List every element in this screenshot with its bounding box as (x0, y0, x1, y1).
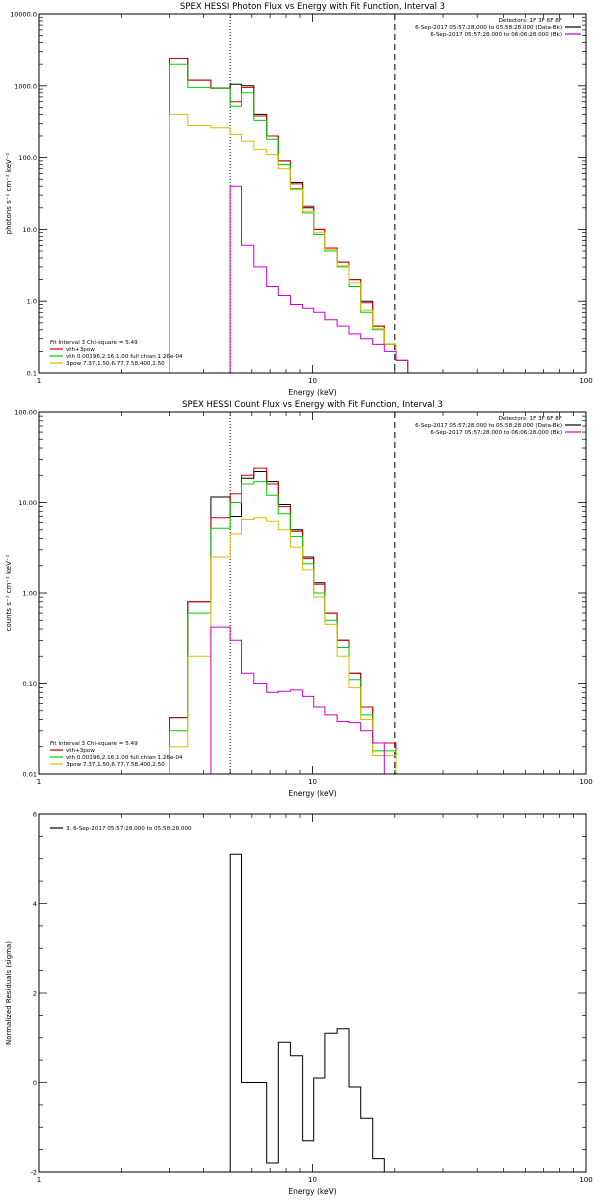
x-tick-label: 10 (308, 1176, 317, 1184)
x-axis-label: Energy (keV) (288, 388, 336, 397)
legend-top-entry: 6-Sep-2017 05:57:28.000 to 06:06:28.000 … (430, 32, 562, 38)
series-line-5 (169, 626, 408, 774)
chart-panel-3: 1 10 100 -2 0 2 4 6 Energy (keV) Normalized Resid… (5, 811, 593, 1197)
legend-bottom-entry: 3pow 7.37,1.50,6.77,7.58,400,2.50 (66, 762, 165, 768)
plot-frame (38, 813, 587, 1173)
series-group (169, 58, 409, 373)
series-line-1 (169, 58, 409, 373)
series-line-4 (169, 517, 408, 774)
legend-top-entry: 6-Sep-2017 05:57:28.000 to 06:06:28.000 … (430, 430, 562, 436)
y-tick-label: 10.0 (23, 226, 37, 234)
y-tick-label: 10.00 (18, 499, 37, 507)
legend-bottom-entry: Fit Interval 3 Chi-square = 5.49 (50, 340, 138, 346)
y-tick-label: 1.00 (23, 590, 37, 598)
legend-top-entry: 3. 6-Sep-2017 05:57:28.000 to 05:58:28.0… (66, 826, 192, 832)
legend-top-entry: 6-Sep-2017 05:57:28.000 to 05:58:28.000 … (415, 25, 562, 31)
y-tick-label: 2 (33, 990, 37, 998)
legend-bottom-entry: vth+3pow (66, 748, 95, 754)
x-tick-label: 1 (37, 778, 41, 786)
y-tick-label: -2 (31, 1169, 37, 1177)
series-line-1 (169, 471, 408, 774)
series-line-2 (169, 467, 408, 774)
series-line-5 (169, 185, 409, 373)
legend-bottom-entry: Fit Interval 3 Chi-square = 5.49 (50, 741, 138, 747)
chart-title: SPEX HESSI Photon Flux vs Energy with Fi… (180, 2, 445, 12)
legend-top-entry: Detectors: 1F 3F 6F 8F (499, 416, 562, 422)
x-tick-label: 10 (308, 377, 317, 385)
plot-frame (38, 13, 587, 374)
x-tick-label: 100 (579, 1176, 592, 1184)
x-tick-label: 1 (37, 1176, 41, 1184)
y-tick-label: 1.0 (27, 298, 37, 306)
legend-bottom-entry: vth 0.00196,2.16,1.00 full chian 1.26e-0… (66, 755, 183, 761)
x-tick-label: 100 (579, 778, 592, 786)
y-tick-label: 4 (33, 900, 37, 908)
y-tick-label: 0 (33, 1079, 37, 1087)
plot-frame (38, 411, 587, 775)
x-tick-label: 10 (308, 778, 317, 786)
y-tick-label: 6 (33, 811, 37, 819)
x-axis-label: Energy (keV) (288, 1187, 336, 1196)
y-tick-label: 10000.0 (10, 11, 37, 19)
legend-top-entry: 6-Sep-2017 05:57:28.000 to 05:58:28.000 … (415, 423, 562, 429)
legend-top-entry: Detectors: 1F 3F 6F 8F (499, 18, 562, 24)
series-line-3 (169, 481, 408, 774)
legend-bottom-entry: vth+3pow (66, 347, 95, 353)
y-tick-label: 1000.0 (14, 82, 37, 90)
y-tick-label: 0.10 (23, 680, 37, 688)
series-line-4 (169, 113, 409, 373)
series-line-2 (169, 58, 409, 373)
x-tick-label: 1 (37, 377, 41, 385)
chart-title: SPEX HESSI Count Flux vs Energy with Fit… (182, 400, 443, 410)
y-tick-label: 100.00 (14, 409, 37, 417)
x-axis-label: Energy (keV) (288, 789, 336, 798)
series-line-1 (229, 853, 396, 1172)
series-group (169, 467, 408, 774)
y-tick-label: 100.0 (18, 154, 37, 162)
chart-panel-1: SPEX HESSI Photon Flux vs Energy with Fi… (5, 2, 593, 397)
legend-bottom-entry: vth 0.00196,2.16,1.00 full chian 1.26e-0… (66, 354, 183, 360)
y-axis-label: Normalized Residuals (sigma) (5, 941, 13, 1045)
series-group (229, 853, 396, 1172)
y-tick-label: 0.01 (23, 771, 37, 779)
legend-bottom-entry: 3pow 7.37,1.50,6.77,7.58,400,2.50 (66, 361, 165, 367)
series-line-3 (169, 63, 409, 373)
chart-panel-2: SPEX HESSI Count Flux vs Energy with Fit… (5, 400, 593, 798)
y-axis-label: counts s⁻¹ cm⁻² keV⁻¹ (5, 554, 13, 631)
y-axis-label: photons s⁻¹ cm⁻² keV⁻¹ (5, 152, 13, 234)
y-tick-label: 0.1 (27, 370, 37, 378)
x-tick-label: 100 (579, 377, 592, 385)
